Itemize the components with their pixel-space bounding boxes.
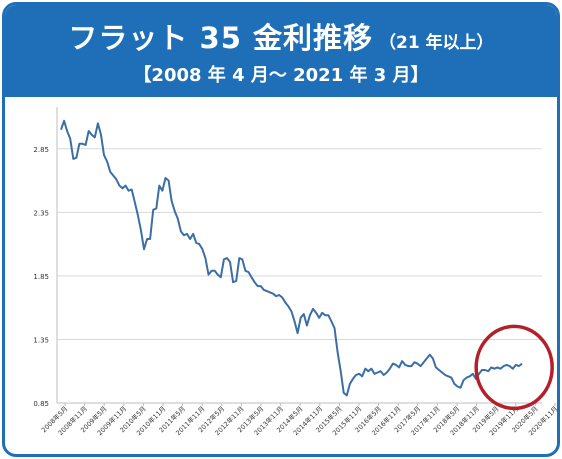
grid-lines [57, 148, 542, 404]
rate-line [60, 119, 523, 397]
highlight-circle [474, 324, 554, 411]
y-tick-label: 1.35 [33, 336, 49, 344]
highlight-annotation [474, 324, 554, 411]
chart-title-note: （21 年以上） [378, 33, 494, 53]
title-banner: フラット 35 金利推移 （21 年以上） 【2008 年 4 月～ 2021 年… [5, 5, 557, 97]
series-rate [60, 119, 523, 397]
chart-title: フラット 35 金利推移 [68, 21, 373, 55]
x-axis: 2008年5月2008年11月2009年5月2009年11月2010年5月201… [39, 403, 557, 437]
y-tick-label: 2.85 [33, 146, 49, 154]
y-axis: 0.85 1.35 1.85 2.35 2.85 [33, 107, 542, 408]
y-tick-label: 0.85 [33, 400, 49, 408]
y-tick-label: 1.85 [33, 273, 49, 281]
plot-area: 0.85 1.35 1.85 2.35 2.85 2008年5月 2008年11月 2009… [5, 97, 557, 454]
line-chart: 0.85 1.35 1.85 2.35 2.85 2008年5月2008年11月2009… [33, 107, 557, 437]
chart-period: 【2008 年 4 月～ 2021 年 3 月】 [133, 65, 429, 86]
y-tick-label: 2.35 [33, 209, 49, 217]
title-line: フラット 35 金利推移 （21 年以上） [5, 15, 557, 55]
